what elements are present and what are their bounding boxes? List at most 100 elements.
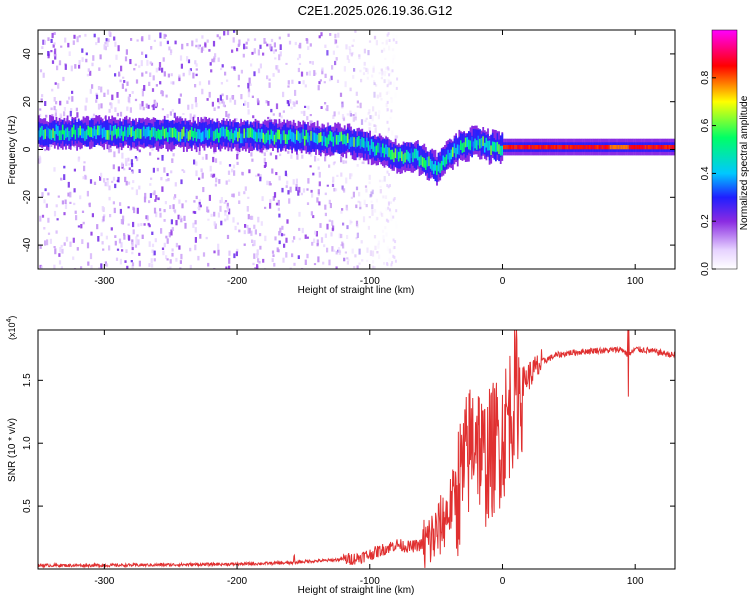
heatmap-cell — [267, 101, 270, 106]
heatmap-cell — [373, 82, 376, 86]
heatmap-cell — [152, 192, 155, 196]
heatmap-cell — [246, 224, 249, 229]
heatmap-cell — [266, 75, 269, 80]
heatmap-cell — [80, 224, 83, 229]
heatmap-cell — [260, 221, 263, 226]
heatmap-cell — [550, 145, 553, 150]
heatmap-cell — [386, 262, 389, 265]
heatmap-cell — [217, 243, 220, 250]
heatmap-cell — [386, 84, 389, 88]
x-tick-label: -100 — [360, 576, 380, 587]
heatmap-cell — [240, 94, 243, 100]
heatmap-cell — [395, 86, 398, 90]
heatmap-cell — [125, 130, 128, 140]
heatmap-cell — [105, 263, 109, 267]
heatmap-cell — [100, 125, 102, 135]
heatmap-cell — [388, 208, 391, 212]
heatmap-cell — [372, 67, 375, 73]
heatmap-cell — [108, 31, 111, 36]
heatmap-cell — [528, 145, 531, 150]
heatmap-cell — [125, 249, 128, 253]
heatmap-cell — [262, 258, 265, 263]
heatmap-cell — [195, 131, 198, 142]
heatmap-cell — [412, 152, 414, 163]
heatmap-cell — [247, 88, 251, 93]
heatmap-cell — [218, 132, 220, 143]
heatmap-cell — [525, 145, 528, 150]
heatmap-cell — [373, 266, 376, 269]
heatmap-cell — [368, 181, 371, 185]
heatmap-cell — [310, 153, 313, 157]
heatmap-cell — [99, 54, 102, 60]
heatmap-cell — [259, 176, 262, 182]
heatmap-cell — [311, 193, 314, 198]
heatmap-cell — [55, 124, 58, 135]
heatmap-cell — [280, 134, 282, 144]
heatmap-cell — [291, 131, 293, 142]
heatmap-cell — [314, 72, 317, 75]
heatmap-cell — [161, 186, 164, 192]
heatmap-cell — [339, 92, 343, 97]
heatmap-cell — [317, 166, 320, 170]
heatmap-cell — [386, 100, 389, 104]
heatmap-cell — [58, 60, 62, 66]
heatmap-cell — [195, 63, 198, 67]
heatmap-cell — [273, 192, 277, 198]
heatmap-cell — [167, 132, 169, 142]
heatmap-cell — [119, 208, 122, 214]
heatmap-cell — [202, 46, 205, 51]
heatmap-cell — [222, 101, 225, 107]
heatmap-cell — [166, 258, 169, 261]
heatmap-cell — [232, 37, 235, 43]
snr-x-ticks: -300 -200 -100 0 100 — [94, 330, 644, 587]
heatmap-cell — [350, 137, 352, 147]
heatmap-cell — [480, 137, 483, 148]
heatmap-cell — [148, 81, 151, 86]
heatmap-cell — [425, 160, 427, 170]
heatmap-cell — [47, 53, 50, 59]
heatmap-cell — [345, 204, 348, 211]
heatmap-cell — [534, 145, 537, 150]
heatmap-cell — [163, 71, 166, 77]
heatmap-cell — [295, 178, 298, 184]
heatmap-cell — [144, 128, 147, 139]
heatmap-cell — [302, 129, 305, 139]
spectrogram-x-ticks: -300 -200 -100 0 100 — [94, 30, 644, 287]
heatmap-cell — [353, 68, 356, 72]
heatmap-cell — [50, 107, 53, 111]
x-tick-label: -100 — [360, 276, 380, 287]
heatmap-cell — [279, 227, 282, 233]
heatmap-cell — [608, 145, 610, 150]
heatmap-cell — [214, 183, 217, 187]
heatmap-cell — [409, 153, 411, 163]
heatmap-cell — [67, 192, 70, 197]
heatmap-cell — [235, 118, 238, 122]
heatmap-cell — [387, 67, 390, 71]
heatmap-cell — [309, 43, 312, 47]
heatmap-cell — [150, 62, 154, 66]
heatmap-cell — [198, 151, 201, 155]
heatmap-cell — [131, 91, 134, 94]
heatmap-cell — [236, 161, 239, 165]
heatmap-cell — [238, 191, 241, 196]
heatmap-cell — [307, 105, 310, 110]
heatmap-cell — [458, 145, 461, 155]
heatmap-cell — [86, 73, 89, 77]
heatmap-cell — [271, 258, 274, 262]
heatmap-cell — [393, 246, 396, 249]
heatmap-cell — [278, 231, 281, 236]
heatmap-cell — [533, 145, 536, 150]
colorbar-tick-label: 0.2 — [700, 214, 711, 228]
heatmap-cell — [149, 183, 152, 186]
heatmap-cell — [166, 114, 169, 118]
heatmap-cell — [160, 90, 163, 94]
heatmap-cell — [638, 145, 641, 150]
heatmap-cell — [268, 82, 271, 88]
heatmap-cell — [39, 157, 42, 163]
heatmap-cell — [124, 126, 126, 137]
heatmap-cell — [558, 145, 561, 150]
heatmap-cell — [57, 83, 60, 89]
snr-y-multiplier: (x104) — [6, 316, 17, 340]
heatmap-cell — [50, 130, 53, 140]
heatmap-cell — [311, 61, 314, 65]
